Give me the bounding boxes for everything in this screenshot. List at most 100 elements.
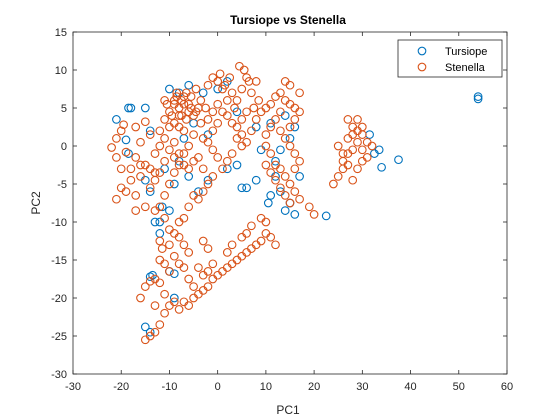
point-stenella-254 [165, 145, 174, 155]
point-stenella-84 [232, 96, 242, 105]
point-stenella-106 [276, 88, 285, 98]
x-tick-label: 20 [308, 381, 320, 393]
point-tursiope-25 [169, 293, 179, 303]
x-tick-label: -20 [113, 381, 129, 393]
point-stenella-22 [160, 115, 169, 124]
point-stenella-216 [198, 236, 208, 246]
point-tursiope-43 [145, 126, 155, 136]
x-tick-label: 10 [260, 381, 272, 393]
point-stenella-139 [280, 77, 290, 86]
point-tursiope-17 [237, 183, 247, 193]
point-stenella-91 [247, 88, 256, 98]
point-stenella-212 [179, 240, 189, 250]
point-tursiope-33 [157, 202, 167, 212]
point-stenella-241 [232, 134, 242, 143]
point-stenella-120 [290, 187, 300, 196]
point-stenella-94 [249, 103, 259, 113]
point-stenella-148 [343, 115, 353, 124]
point-stenella-21 [155, 126, 165, 136]
point-stenella-44 [160, 134, 169, 143]
point-tursiope-47 [198, 88, 208, 98]
point-stenella-251 [179, 149, 189, 158]
point-stenella-225 [261, 217, 271, 227]
point-stenella-81 [220, 80, 230, 90]
point-stenella-135 [290, 115, 300, 124]
point-stenella-207 [184, 274, 194, 284]
point-stenella-12 [145, 130, 155, 139]
point-stenella-7 [112, 194, 121, 204]
point-stenella-214 [169, 251, 179, 261]
point-stenella-157 [348, 175, 358, 185]
point-tursiope-16 [242, 183, 251, 193]
point-stenella-72 [208, 126, 218, 136]
point-stenella-128 [290, 164, 300, 174]
point-stenella-110 [276, 107, 285, 117]
point-stenella-161 [348, 145, 358, 155]
y-tick-label: 0 [61, 141, 67, 153]
point-stenella-95 [242, 107, 251, 117]
point-stenella-132 [280, 134, 290, 143]
point-stenella-210 [203, 267, 213, 276]
point-stenella-130 [290, 149, 300, 158]
point-stenella-219 [222, 248, 232, 257]
point-tursiope-13 [266, 191, 276, 200]
point-stenella-124 [276, 183, 285, 193]
point-stenella-253 [169, 153, 179, 162]
point-stenella-122 [285, 198, 295, 208]
point-tursiope-15 [251, 175, 261, 185]
point-stenella-129 [295, 156, 304, 166]
point-stenella-229 [169, 99, 179, 109]
point-stenella-215 [174, 232, 184, 242]
point-stenella-112 [266, 122, 276, 132]
point-stenella-104 [266, 99, 276, 109]
point-stenella-204 [165, 267, 174, 276]
point-tursiope-1 [473, 94, 483, 104]
legend-marker-stenella [417, 62, 427, 72]
point-stenella-163 [343, 160, 353, 170]
point-stenella-37 [191, 84, 201, 94]
point-stenella-141 [309, 210, 319, 219]
point-stenella-256 [155, 168, 165, 177]
point-stenella-4 [121, 147, 131, 157]
legend-marker-tursiope [417, 46, 427, 56]
legend: Tursiope Stenella [397, 39, 503, 78]
point-stenella-195 [136, 293, 145, 303]
point-stenella-52 [160, 191, 169, 200]
point-stenella-67 [203, 179, 213, 189]
point-tursiope-64 [295, 172, 304, 181]
point-stenella-189 [165, 301, 174, 310]
point-tursiope-34 [165, 206, 174, 215]
point-stenella-180 [208, 274, 218, 284]
point-stenella-62 [179, 213, 189, 223]
point-stenella-33 [172, 88, 182, 98]
point-stenella-101 [251, 115, 261, 124]
point-stenella-113 [261, 130, 271, 139]
point-tursiope-44 [165, 84, 174, 94]
point-stenella-78 [208, 73, 218, 82]
point-stenella-115 [266, 149, 276, 158]
point-stenella-15 [136, 172, 145, 181]
point-stenella-164 [353, 115, 362, 124]
point-stenella-11 [140, 117, 150, 127]
point-stenella-246 [213, 153, 223, 162]
point-stenella-160 [362, 153, 372, 162]
point-stenella-169 [261, 229, 271, 238]
point-stenella-66 [198, 187, 208, 196]
point-stenella-158 [353, 164, 362, 174]
x-axis-label: PC1 [276, 403, 300, 417]
point-stenella-50 [169, 168, 179, 177]
point-stenella-201 [140, 335, 150, 345]
point-stenella-58 [155, 236, 165, 246]
y-tick-label: -25 [51, 331, 67, 343]
point-stenella-96 [237, 115, 247, 124]
point-stenella-198 [155, 320, 165, 329]
point-stenella-239 [222, 111, 232, 120]
point-stenella-203 [160, 259, 169, 269]
point-stenella-126 [266, 168, 276, 177]
point-stenella-258 [145, 164, 155, 174]
point-stenella-92 [251, 77, 261, 86]
point-stenella-234 [191, 107, 201, 117]
point-stenella-35 [181, 115, 191, 124]
point-stenella-261 [121, 187, 131, 196]
point-tursiope-41 [112, 115, 121, 124]
